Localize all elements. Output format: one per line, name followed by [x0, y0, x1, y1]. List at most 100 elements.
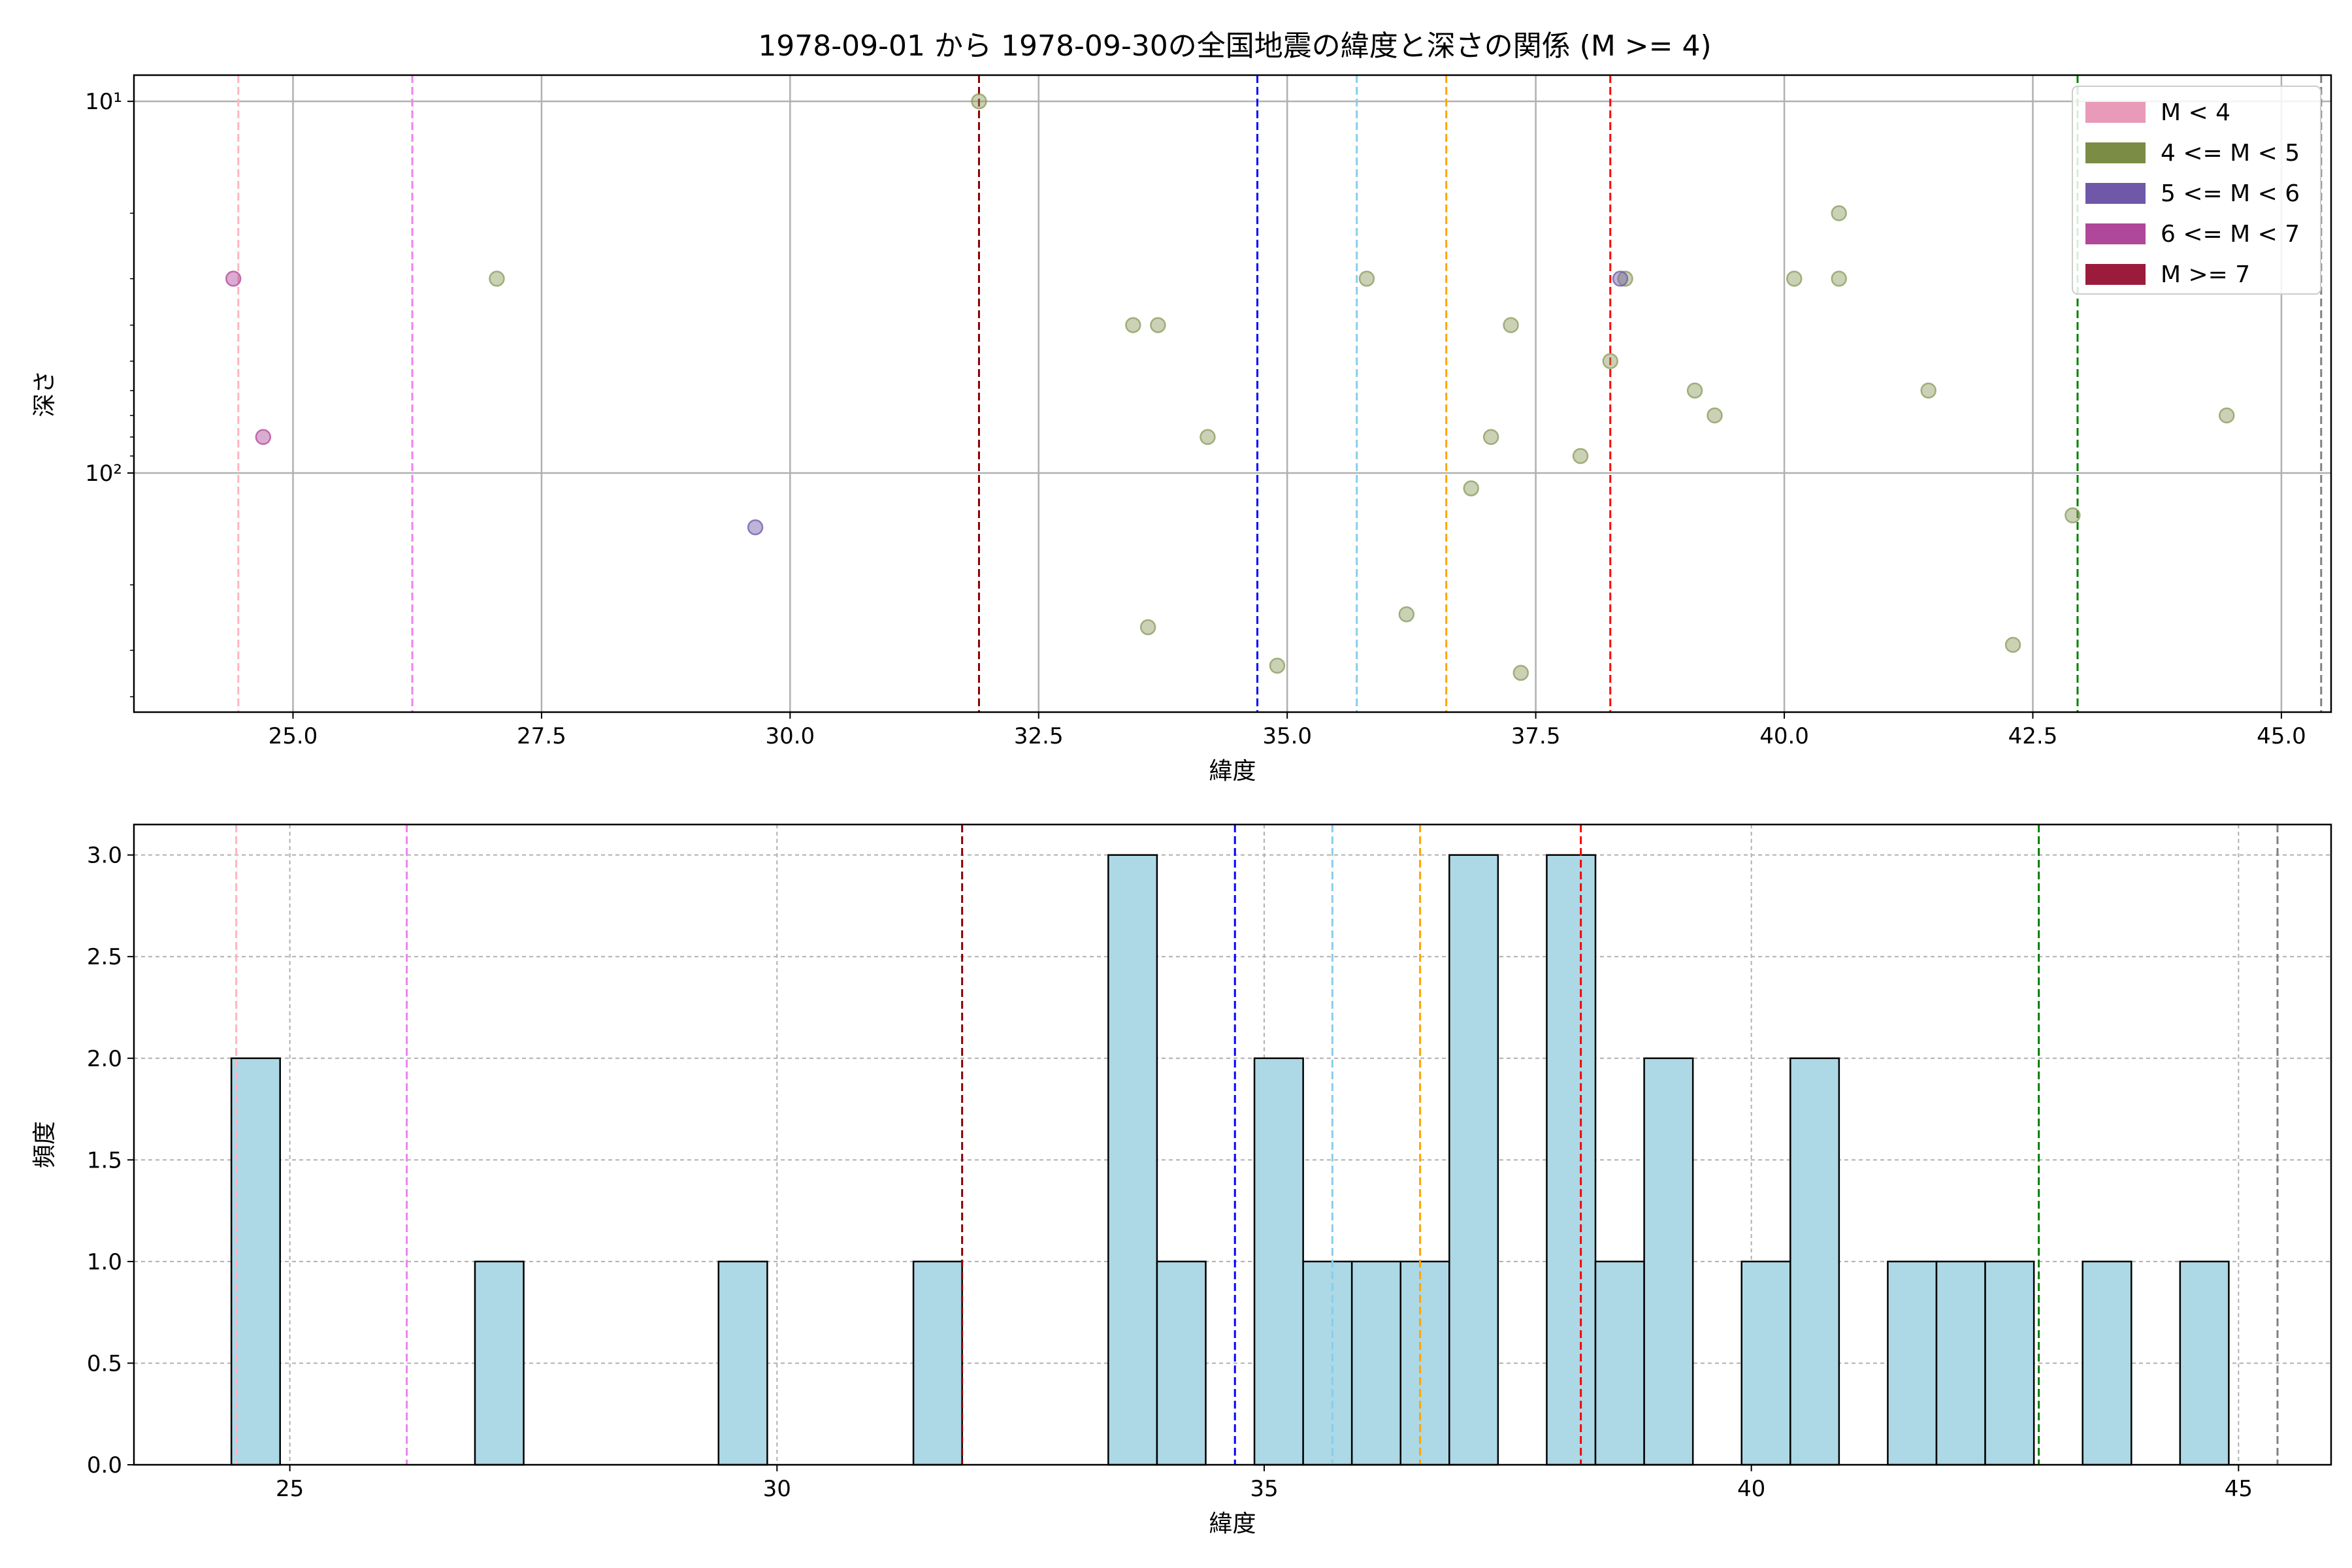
- legend-swatch: [2085, 264, 2146, 285]
- scatter-y-ticks: 10¹ 10²: [85, 89, 134, 698]
- histogram-bar: [912, 1260, 963, 1466]
- scatter-point: [2004, 636, 2021, 653]
- legend-label: M >= 7: [2161, 261, 2250, 288]
- histogram-bars: [230, 854, 2230, 1466]
- chart-title: 1978-09-01 から 1978-09-30の全国地震の緯度と深さの関係 (…: [758, 29, 1711, 63]
- scatter-point: [1398, 606, 1415, 623]
- scatter-y-tick-label: 10¹: [85, 89, 122, 115]
- scatter-x-tick-label: 37.5: [1511, 723, 1561, 749]
- histogram-bar: [1350, 1260, 1402, 1466]
- scatter-point: [1503, 317, 1519, 333]
- histogram-y-ticks: 0.0 0.5 1.0 1.5 2.0 2.5 3.0: [87, 843, 134, 1478]
- legend-label: 4 <= M < 5: [2161, 140, 2300, 167]
- scatter-x-tick-label: 27.5: [517, 723, 566, 749]
- scatter-panel: 25.0 27.5 30.0 32.5 35.0 37.5 40.0 42.5 45.0 10¹…: [31, 74, 2332, 785]
- scatter-x-tick-label: 45.0: [2257, 723, 2306, 749]
- histogram-x-tick-label: 35: [1250, 1476, 1278, 1502]
- histogram-x-tick-label: 30: [763, 1476, 791, 1502]
- histogram-bar: [1546, 854, 1597, 1466]
- histogram-bar: [230, 1057, 281, 1466]
- scatter-axes-frame: [133, 74, 2332, 713]
- histogram-x-tick-label: 40: [1737, 1476, 1765, 1502]
- scatter-point: [1139, 619, 1156, 636]
- scatter-point: [1617, 270, 1633, 287]
- histogram-y-tick-label: 0.5: [87, 1350, 122, 1377]
- histogram-y-tick-label: 1.5: [87, 1147, 122, 1173]
- histogram-y-tick-label: 2.0: [87, 1046, 122, 1072]
- histogram-bar: [474, 1260, 525, 1466]
- legend-label: 6 <= M < 7: [2161, 221, 2300, 248]
- scatter-point: [1831, 205, 1847, 221]
- histogram-y-tick-label: 3.0: [87, 843, 122, 869]
- legend-swatch: [2085, 142, 2146, 163]
- histogram-bar: [1399, 1260, 1450, 1466]
- histogram-bar: [1887, 1260, 1938, 1466]
- scatter-x-tick-label: 32.5: [1014, 723, 1064, 749]
- histogram-panel: 25 30 35 40 45 0.0 0.5 1.0 1.5 2.0 2.5 3.0 緯度 頻度: [31, 823, 2332, 1537]
- histogram-x-ticks: 25 30 35 40 45: [276, 1465, 2253, 1502]
- histogram-bar: [1302, 1260, 1353, 1466]
- scatter-point: [1612, 270, 1629, 287]
- legend-swatch: [2085, 102, 2146, 123]
- scatter-x-tick-label: 30.0: [765, 723, 815, 749]
- scatter-point: [225, 270, 242, 287]
- legend: M < 4 4 <= M < 5 5 <= M < 6 6 <= M < 7 M >= …: [2072, 86, 2321, 295]
- scatter-x-axis-label: 緯度: [1209, 758, 1256, 785]
- histogram-bar: [1740, 1260, 1791, 1466]
- histogram-y-axis-label: 頻度: [31, 1121, 58, 1168]
- legend-label: 5 <= M < 6: [2161, 180, 2300, 207]
- scatter-point: [1463, 480, 1479, 497]
- histogram-y-tick-label: 2.5: [87, 944, 122, 970]
- scatter-x-ticks: 25.0 27.5 30.0 32.5 35.0 37.5 40.0 42.5 45.0: [269, 712, 2306, 749]
- histogram-x-tick-label: 25: [276, 1476, 304, 1502]
- histogram-bar: [2082, 1260, 2132, 1466]
- scatter-point: [747, 519, 764, 536]
- scatter-point: [2218, 407, 2235, 424]
- scatter-point: [1200, 429, 1216, 446]
- scatter-point: [1786, 270, 1803, 287]
- histogram-bar: [1643, 1057, 1694, 1466]
- scatter-y-axis-label: 深さ: [31, 370, 58, 417]
- histogram-bar: [1935, 1260, 1986, 1466]
- histogram-bar: [1448, 854, 1499, 1466]
- histogram-x-tick-label: 45: [2225, 1476, 2253, 1502]
- scatter-point: [489, 270, 505, 287]
- scatter-point: [971, 93, 987, 110]
- histogram-bar: [1156, 1260, 1207, 1466]
- legend-swatch: [2085, 223, 2146, 244]
- scatter-point: [2065, 507, 2081, 524]
- legend-label: M < 4: [2161, 99, 2230, 126]
- scatter-x-tick-label: 40.0: [1759, 723, 1809, 749]
- scatter-point: [1602, 353, 1619, 369]
- scatter-point: [1707, 407, 1723, 424]
- scatter-points: [225, 93, 2235, 681]
- histogram-x-axis-label: 緯度: [1209, 1511, 1256, 1537]
- histogram-bar: [1984, 1260, 2035, 1466]
- histogram-y-tick-label: 0.0: [87, 1452, 122, 1478]
- histogram-bar: [717, 1260, 768, 1466]
- scatter-point: [1125, 317, 1141, 333]
- scatter-point: [1686, 382, 1703, 399]
- scatter-point: [1920, 382, 1936, 399]
- histogram-bar: [1253, 1057, 1304, 1466]
- scatter-point: [255, 429, 272, 446]
- histogram-bar: [2179, 1260, 2230, 1466]
- scatter-x-tick-label: 42.5: [2008, 723, 2058, 749]
- histogram-bar: [1789, 1057, 1840, 1466]
- histogram-bar: [1594, 1260, 1645, 1466]
- scatter-point: [1269, 657, 1286, 674]
- histogram-y-tick-label: 1.0: [87, 1249, 122, 1275]
- scatter-point: [1512, 664, 1529, 681]
- legend-swatch: [2085, 183, 2146, 204]
- scatter-point: [1150, 317, 1166, 333]
- scatter-y-tick-label: 10²: [85, 461, 122, 487]
- scatter-point: [1572, 448, 1589, 465]
- histogram-bar: [1107, 854, 1158, 1466]
- histogram-reference-lines: [235, 825, 2279, 1465]
- scatter-x-tick-label: 25.0: [269, 723, 318, 749]
- histogram-axes-frame: [133, 823, 2332, 1466]
- scatter-x-tick-label: 35.0: [1262, 723, 1312, 749]
- scatter-point: [1831, 270, 1847, 287]
- scatter-point: [1482, 429, 1499, 446]
